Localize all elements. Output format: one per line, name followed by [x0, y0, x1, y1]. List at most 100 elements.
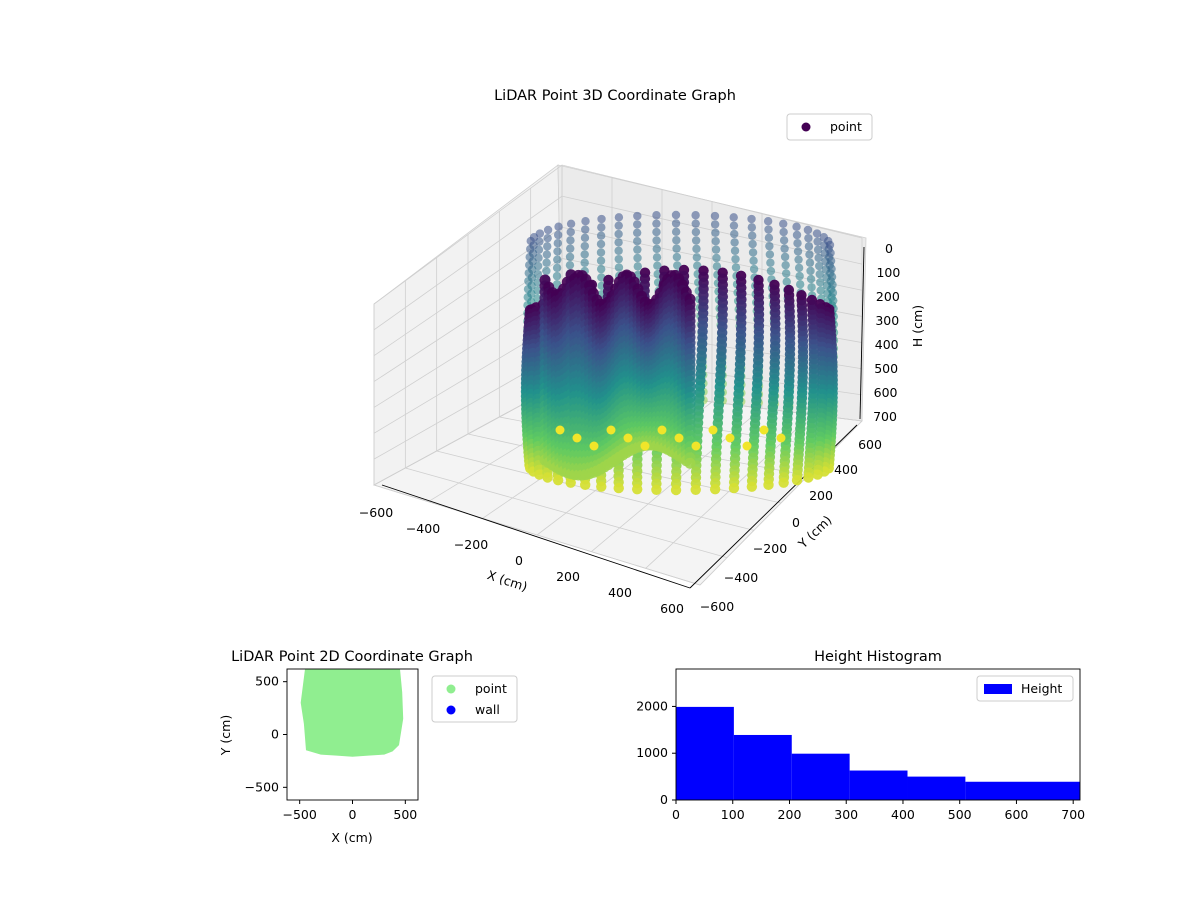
- y-tick-label: 400: [834, 462, 858, 477]
- cloud-point: [791, 475, 803, 486]
- cloud-point: [524, 268, 533, 278]
- cloud-point: [746, 481, 758, 492]
- z-tick-label: 500: [874, 361, 898, 376]
- x-tick-label-2d: 500: [393, 807, 417, 822]
- cloud-point: [793, 238, 802, 248]
- chart-2d: LiDAR Point 2D Coordinate Graph −500−500…: [218, 649, 518, 845]
- cloud-point: [691, 236, 701, 245]
- cloud-point: [657, 425, 667, 435]
- chart-3d-title: LiDAR Point 3D Coordinate Graph: [494, 88, 736, 104]
- cloud-point: [596, 256, 606, 265]
- cloud-point: [596, 248, 606, 257]
- z-axis-line: [859, 246, 865, 420]
- cloud-point: [652, 227, 661, 237]
- cloud-point: [730, 246, 740, 255]
- legend-2d-label-wall: wall: [475, 702, 500, 717]
- cloud-point: [596, 481, 607, 492]
- cloud-point: [691, 227, 701, 237]
- histogram-bar: [791, 753, 850, 800]
- cloud-point: [711, 237, 720, 246]
- cloud-point: [690, 484, 701, 495]
- cloud-point: [565, 252, 575, 262]
- histogram-bar: [965, 781, 1080, 800]
- cloud-point: [711, 228, 720, 238]
- legend-2d-marker-point: [446, 684, 456, 694]
- cloud-point: [614, 238, 623, 247]
- cloud-point: [672, 244, 681, 253]
- cloud-point: [674, 433, 684, 443]
- cloud-point: [597, 214, 606, 224]
- cloud-point: [827, 272, 837, 282]
- cloud-point: [730, 229, 739, 239]
- cloud-point: [525, 260, 534, 270]
- cloud-point: [765, 241, 774, 251]
- cloud-point: [670, 484, 682, 496]
- cloud-point: [633, 220, 642, 229]
- cloud-point: [780, 244, 789, 253]
- z-axis-label: H (cm): [910, 305, 925, 347]
- y-tick-label: 200: [809, 488, 833, 503]
- cloud-point: [780, 252, 790, 262]
- cloud-point: [542, 266, 551, 276]
- cloud-point: [806, 266, 815, 276]
- x-tick-label: 200: [556, 569, 580, 584]
- cloud-point: [614, 263, 624, 272]
- x-tick-label-hist: 200: [778, 807, 802, 822]
- cloud-point: [776, 433, 786, 443]
- cloud-point: [526, 236, 535, 246]
- cloud-point: [652, 236, 661, 245]
- y-tick-label-hist: 1000: [636, 745, 668, 760]
- cloud-point: [813, 237, 822, 246]
- cloud-point: [555, 425, 565, 435]
- cloud-point: [543, 242, 552, 251]
- cloud-point: [710, 211, 720, 221]
- cloud-point: [614, 221, 623, 230]
- cloud-point: [534, 469, 545, 480]
- grid-line-z: [373, 164, 863, 305]
- cloud-point: [766, 266, 776, 276]
- cloud-point: [596, 231, 606, 240]
- histogram-bar: [676, 706, 734, 800]
- cloud-point: [526, 244, 535, 254]
- cloud-point: [778, 477, 789, 488]
- cloud-point: [748, 231, 757, 240]
- legend-2d-marker-wall: [446, 705, 456, 715]
- cloud-point: [652, 253, 662, 262]
- cloud-point: [759, 425, 769, 435]
- cloud-point: [691, 211, 700, 220]
- cloud-point: [623, 433, 633, 443]
- cloud-point: [708, 425, 718, 435]
- cloud-point: [543, 225, 553, 235]
- cloud-point: [652, 244, 661, 254]
- cloud-point: [552, 271, 562, 281]
- y-tick-label: −400: [724, 570, 758, 585]
- z-tick-label: 700: [873, 409, 897, 424]
- cloud-point: [581, 225, 590, 234]
- x-tick-label-hist: 300: [834, 807, 858, 822]
- cloud-point: [731, 263, 741, 272]
- cloud-point: [828, 288, 838, 297]
- cloud-point: [565, 260, 575, 270]
- cloud-point: [812, 469, 823, 480]
- y-tick-label-hist: 0: [660, 792, 668, 807]
- cloud-point: [640, 441, 650, 451]
- cloud-point: [795, 280, 805, 289]
- grid-line-y: [373, 484, 701, 586]
- cloud-point: [781, 260, 790, 270]
- cloud-point: [633, 253, 642, 263]
- z-tick-label: 600: [874, 385, 898, 400]
- cloud-point: [804, 242, 814, 251]
- cloud-point: [596, 264, 606, 274]
- legend-histogram-frame: [976, 675, 1074, 702]
- cloud-point: [581, 216, 590, 226]
- x-tick-label-hist: 0: [672, 807, 680, 822]
- cloud-point: [731, 254, 740, 264]
- cloud-point: [807, 283, 816, 292]
- legend-3d-label: point: [830, 119, 862, 134]
- cloud-point: [633, 262, 642, 271]
- x-tick-label-hist: 700: [1061, 807, 1085, 822]
- cloud-point: [632, 483, 643, 495]
- cloud-point: [792, 222, 801, 231]
- cloud-point: [803, 472, 814, 483]
